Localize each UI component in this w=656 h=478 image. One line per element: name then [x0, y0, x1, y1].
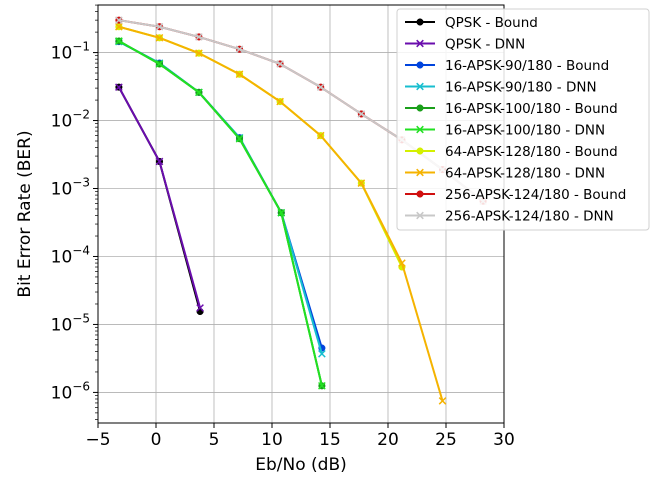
data-point [195, 88, 203, 97]
legend-item: QPSK - Bound [405, 15, 538, 31]
data-point [316, 83, 325, 91]
legend-label: 16-APSK-90/180 - DNN [445, 80, 597, 96]
y-tick-label: 10−2 [51, 108, 90, 132]
y-tick-label: 10−3 [51, 176, 90, 200]
series-line [118, 40, 323, 387]
data-point [416, 190, 424, 198]
series-group [115, 37, 326, 390]
data-point [235, 70, 244, 79]
y-tick-label: 10−6 [51, 379, 90, 403]
data-point [276, 97, 284, 106]
data-point [235, 45, 244, 54]
legend-item: 16-APSK-90/180 - DNN [405, 80, 597, 96]
y-tick-label: 10−4 [51, 243, 90, 267]
legend-item: 256-APSK-124/180 - DNN [405, 209, 614, 225]
data-point [416, 147, 424, 155]
legend-label: 64-APSK-128/180 - DNN [445, 166, 605, 182]
y-axis-title: Bit Error Rate (BER) [15, 130, 35, 297]
x-tick-label: 0 [151, 430, 162, 450]
data-point [438, 397, 447, 405]
data-point [195, 49, 203, 58]
legend-item: 64-APSK-128/180 - Bound [405, 144, 618, 160]
y-tick-label: 10−1 [51, 40, 90, 64]
x-tick-label: 20 [377, 430, 399, 450]
data-point [115, 16, 123, 24]
data-point [195, 33, 203, 41]
data-point [416, 211, 424, 220]
series-group [115, 83, 204, 312]
data-point [155, 60, 164, 68]
legend-item: 16-APSK-100/180 - Bound [405, 101, 618, 117]
x-tick-label: 30 [493, 430, 515, 450]
data-point [115, 22, 123, 31]
x-axis-title: Eb/No (dB) [255, 455, 347, 475]
legend-item: 64-APSK-128/180 - DNN [405, 166, 605, 182]
data-point [155, 33, 164, 42]
data-point [416, 104, 424, 112]
legend-label: QPSK - Bound [445, 15, 538, 31]
data-point [115, 37, 123, 45]
data-point [316, 131, 325, 140]
x-tick-label: −5 [85, 430, 110, 450]
x-tick-label: 15 [319, 430, 341, 450]
legend-box [396, 8, 650, 231]
legend-item: QPSK - DNN [405, 37, 525, 53]
legend-label: 16-APSK-100/180 - Bound [445, 101, 618, 117]
data-point [318, 349, 326, 358]
data-point [318, 381, 326, 390]
legend-item: 256-APSK-124/180 - Bound [405, 187, 626, 203]
data-point [357, 110, 366, 118]
legend-label: 16-APSK-90/180 - Bound [445, 58, 609, 74]
data-point [276, 60, 284, 68]
legend-label: 64-APSK-128/180 - Bound [445, 144, 618, 160]
data-point [115, 83, 123, 91]
y-tick-label: 10−5 [51, 311, 90, 335]
x-tick-label: 5 [209, 430, 220, 450]
data-point [155, 22, 164, 31]
data-point [235, 134, 244, 143]
data-point [196, 304, 204, 312]
series-group [115, 22, 447, 405]
x-tick-label: 25 [435, 430, 457, 450]
data-point [416, 125, 424, 134]
data-point [416, 168, 424, 177]
legend-label: QPSK - DNN [445, 37, 525, 53]
data-point [155, 157, 164, 166]
data-point [416, 82, 424, 91]
data-point [398, 259, 406, 267]
legend-item: 16-APSK-100/180 - DNN [405, 123, 605, 139]
legend-label: 16-APSK-100/180 - DNN [445, 123, 605, 139]
data-point [416, 39, 424, 48]
axis-ticks: −5 0 5 10 15 20 25 30 10−6 10−5 10−4 10−3 10−2 10−1 [51, 4, 515, 450]
legend: QPSK - Bound QPSK - DNN 16-APSK-90/180 - B… [396, 8, 650, 231]
data-point [416, 61, 424, 69]
legend-label: 256-APSK-124/180 - Bound [445, 187, 626, 203]
legend-label: 256-APSK-124/180 - DNN [445, 209, 614, 225]
data-point [277, 208, 286, 217]
legend-item: 16-APSK-90/180 - Bound [405, 58, 609, 74]
data-point [416, 18, 424, 26]
data-point [357, 179, 366, 187]
x-tick-label: 10 [261, 430, 283, 450]
